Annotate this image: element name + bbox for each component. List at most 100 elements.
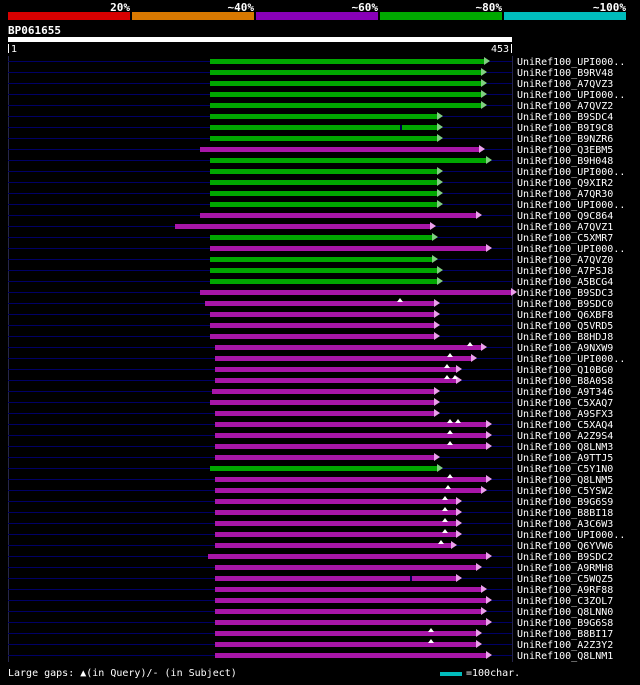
alignment-bar[interactable] xyxy=(210,312,435,317)
hit-label[interactable]: UniRef100_B9NZR6 xyxy=(517,134,614,145)
hit-row[interactable]: UniRef100_A2Z9S4 xyxy=(0,430,640,442)
hit-row[interactable]: UniRef100_Q8LNM3 xyxy=(0,441,640,453)
hit-row[interactable]: UniRef100_B8BI17 xyxy=(0,628,640,640)
alignment-bar[interactable] xyxy=(214,444,487,449)
hit-row[interactable]: UniRef100_C5XAQ7 xyxy=(0,397,640,409)
alignment-bar[interactable] xyxy=(210,136,437,141)
hit-label[interactable]: UniRef100_Q10BG0 xyxy=(517,365,614,376)
alignment-bar[interactable] xyxy=(212,389,435,394)
hit-label[interactable]: UniRef100_B9G6S8 xyxy=(517,618,614,629)
hit-row[interactable]: UniRef100_Q9C864 xyxy=(0,210,640,222)
alignment-bar[interactable] xyxy=(200,290,511,295)
alignment-bar[interactable] xyxy=(210,81,481,86)
hit-label[interactable]: UniRef100_B9RV48 xyxy=(517,68,614,79)
hit-label[interactable]: UniRef100_Q9XIR2 xyxy=(517,178,614,189)
hit-label[interactable]: UniRef100_B8BI17 xyxy=(517,629,614,640)
hit-row[interactable]: UniRef100_B9G6S9 xyxy=(0,496,640,508)
alignment-bar[interactable] xyxy=(210,257,433,262)
hit-row[interactable]: UniRef100_B9RV48 xyxy=(0,67,640,79)
alignment-bar[interactable] xyxy=(214,477,487,482)
hit-label[interactable]: UniRef100_A9TTJ5 xyxy=(517,453,614,464)
hit-row[interactable]: UniRef100_UPI000.. xyxy=(0,243,640,255)
alignment-bar[interactable] xyxy=(204,301,435,306)
alignment-bar[interactable] xyxy=(210,114,437,119)
alignment-bar[interactable] xyxy=(214,411,435,416)
hit-label[interactable]: UniRef100_A7QVZ0 xyxy=(517,255,614,266)
alignment-bar[interactable] xyxy=(214,576,457,581)
hit-label[interactable]: UniRef100_Q3EBM5 xyxy=(517,145,614,156)
alignment-bar[interactable] xyxy=(210,334,435,339)
hit-label[interactable]: UniRef100_B9H048 xyxy=(517,156,614,167)
hit-row[interactable]: UniRef100_B9NZR6 xyxy=(0,133,640,145)
alignment-bar[interactable] xyxy=(210,191,437,196)
hit-row[interactable]: UniRef100_C5WQZ5 xyxy=(0,573,640,585)
hit-label[interactable]: UniRef100_A5BCG4 xyxy=(517,277,614,288)
hit-label[interactable]: UniRef100_A9T346 xyxy=(517,387,614,398)
alignment-bar[interactable] xyxy=(210,466,437,471)
hit-label[interactable]: UniRef100_A9NXW9 xyxy=(517,343,614,354)
hit-row[interactable]: UniRef100_A3C6W3 xyxy=(0,518,640,530)
hit-row[interactable]: UniRef100_C3ZOL7 xyxy=(0,595,640,607)
hit-label[interactable]: UniRef100_Q8LNM5 xyxy=(517,475,614,486)
hit-row[interactable]: UniRef100_A7QVZ2 xyxy=(0,100,640,112)
hit-row[interactable]: UniRef100_C5XMR7 xyxy=(0,232,640,244)
hit-row[interactable]: UniRef100_A7QR30 xyxy=(0,188,640,200)
hit-label[interactable]: UniRef100_UPI000.. xyxy=(517,167,626,178)
alignment-bar[interactable] xyxy=(214,642,477,647)
alignment-bar[interactable] xyxy=(214,345,481,350)
alignment-bar[interactable] xyxy=(214,521,457,526)
hit-row[interactable]: UniRef100_B9I9C8 xyxy=(0,122,640,134)
hit-label[interactable]: UniRef100_C5YSW2 xyxy=(517,486,614,497)
alignment-bar[interactable] xyxy=(214,543,451,548)
hit-label[interactable]: UniRef100_C5XAQ4 xyxy=(517,420,614,431)
hit-row[interactable]: UniRef100_A9SFX3 xyxy=(0,408,640,420)
hit-label[interactable]: UniRef100_UPI000.. xyxy=(517,57,626,68)
hit-row[interactable]: UniRef100_B9G6S8 xyxy=(0,617,640,629)
hit-label[interactable]: UniRef100_B9SDC2 xyxy=(517,552,614,563)
hit-row[interactable]: UniRef100_UPI000.. xyxy=(0,166,640,178)
alignment-bar[interactable] xyxy=(210,169,437,174)
alignment-bar[interactable] xyxy=(210,125,437,130)
alignment-bar[interactable] xyxy=(214,620,487,625)
hit-label[interactable]: UniRef100_A2Z9S4 xyxy=(517,431,614,442)
hit-label[interactable]: UniRef100_Q6YVW6 xyxy=(517,541,614,552)
hit-label[interactable]: UniRef100_B9SDC3 xyxy=(517,288,614,299)
hit-label[interactable]: UniRef100_UPI000.. xyxy=(517,90,626,101)
hit-label[interactable]: UniRef100_A7QVZ3 xyxy=(517,79,614,90)
alignment-bar[interactable] xyxy=(214,653,487,658)
hit-label[interactable]: UniRef100_B9I9C8 xyxy=(517,123,614,134)
hit-row[interactable]: UniRef100_B9SDC0 xyxy=(0,298,640,310)
hit-row[interactable]: UniRef100_B8A0S8 xyxy=(0,375,640,387)
hit-label[interactable]: UniRef100_Q9C864 xyxy=(517,211,614,222)
hit-row[interactable]: UniRef100_Q10BG0 xyxy=(0,364,640,376)
hit-row[interactable]: UniRef100_UPI000.. xyxy=(0,529,640,541)
hit-label[interactable]: UniRef100_Q5VRD5 xyxy=(517,321,614,332)
hit-label[interactable]: UniRef100_B8HDJ8 xyxy=(517,332,614,343)
hit-row[interactable]: UniRef100_UPI000.. xyxy=(0,89,640,101)
hit-row[interactable]: UniRef100_A7QVZ1 xyxy=(0,221,640,233)
alignment-bar[interactable] xyxy=(210,180,437,185)
hit-row[interactable]: UniRef100_B9H048 xyxy=(0,155,640,167)
hit-row[interactable]: UniRef100_B8HDJ8 xyxy=(0,331,640,343)
hit-label[interactable]: UniRef100_C5XAQ7 xyxy=(517,398,614,409)
hit-label[interactable]: UniRef100_B8BI18 xyxy=(517,508,614,519)
hit-label[interactable]: UniRef100_B9SDC4 xyxy=(517,112,614,123)
hit-label[interactable]: UniRef100_A3C6W3 xyxy=(517,519,614,530)
hit-label[interactable]: UniRef100_UPI000.. xyxy=(517,354,626,365)
hit-row[interactable]: UniRef100_C5YSW2 xyxy=(0,485,640,497)
hit-label[interactable]: UniRef100_Q6XBF8 xyxy=(517,310,614,321)
hit-label[interactable]: UniRef100_B9G6S9 xyxy=(517,497,614,508)
hit-label[interactable]: UniRef100_Q8LNM1 xyxy=(517,651,614,662)
hit-row[interactable]: UniRef100_UPI000.. xyxy=(0,353,640,365)
alignment-bar[interactable] xyxy=(174,224,430,229)
hit-label[interactable]: UniRef100_A7QVZ1 xyxy=(517,222,614,233)
hit-row[interactable]: UniRef100_Q8LNM5 xyxy=(0,474,640,486)
alignment-bar[interactable] xyxy=(200,213,477,218)
alignment-bar[interactable] xyxy=(210,158,487,163)
hit-row[interactable]: UniRef100_B9SDC3 xyxy=(0,287,640,299)
alignment-bar[interactable] xyxy=(214,609,481,614)
alignment-bar[interactable] xyxy=(214,367,457,372)
hit-row[interactable]: UniRef100_A9RMH8 xyxy=(0,562,640,574)
alignment-bar[interactable] xyxy=(200,147,479,152)
alignment-bar[interactable] xyxy=(214,565,477,570)
